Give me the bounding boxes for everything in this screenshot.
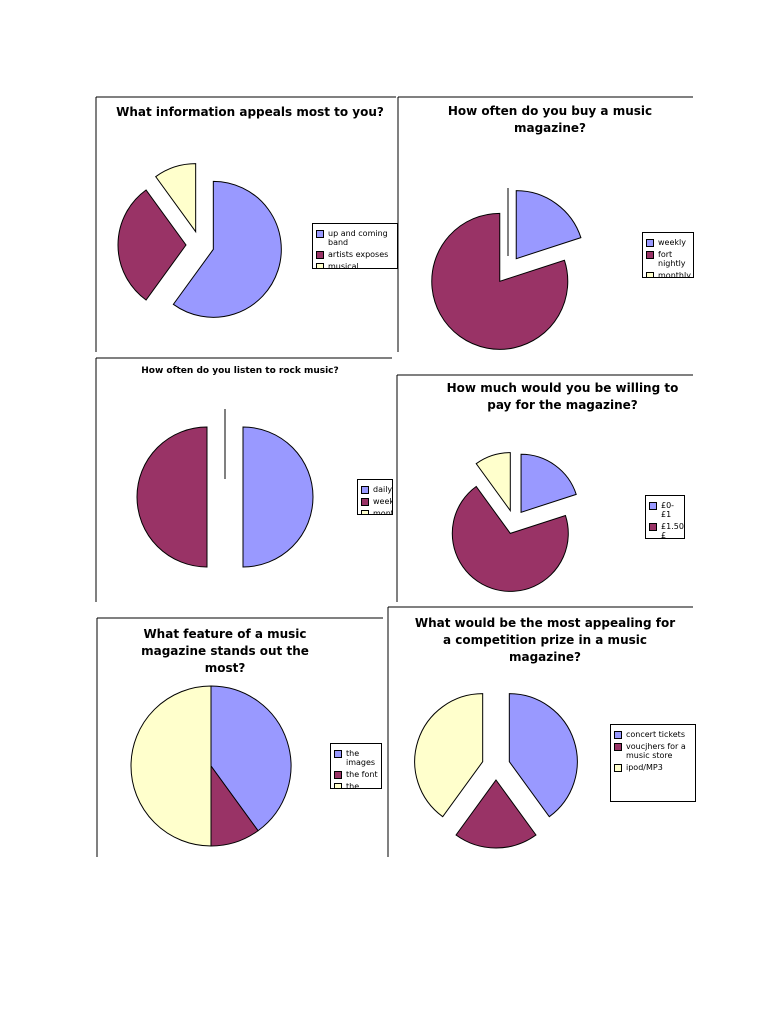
pie-slice xyxy=(242,426,314,568)
legend-label: daily xyxy=(373,485,393,494)
legend-swatch xyxy=(361,510,369,514)
pie-slice xyxy=(431,212,569,350)
legend-entry: weekly xyxy=(646,238,690,247)
pie-slice xyxy=(130,685,212,847)
chart-title: How often do you buy a music magazine? xyxy=(447,104,653,135)
pie-slice xyxy=(210,685,292,832)
legend-entry: monthly xyxy=(361,509,392,514)
legend-entry: voucjhers for a music store xyxy=(614,742,692,760)
legend-entry: £1.50-£ xyxy=(649,522,684,538)
pie-slice xyxy=(136,426,208,568)
legend-swatch xyxy=(316,230,324,238)
legend-entry: artists exposes xyxy=(316,250,394,259)
legend-label: voucjhers for a music store xyxy=(626,742,686,760)
legend-label: fort nightly xyxy=(658,250,686,268)
legend-label: up and coming band xyxy=(328,229,388,247)
legend: up and coming band artists exposes musical… xyxy=(312,223,398,269)
legend-entry: ipod/MP3 xyxy=(614,763,692,772)
legend-entry: fort nightly xyxy=(646,250,690,268)
legend-swatch xyxy=(614,764,622,772)
legend-entry: musical instruments xyxy=(316,262,394,269)
pie-slice xyxy=(117,189,187,301)
legend-label: weekly xyxy=(373,497,392,506)
legend-swatch xyxy=(649,523,657,531)
legend-swatch xyxy=(649,502,657,510)
legend-swatch xyxy=(334,750,342,758)
pie-slice xyxy=(508,693,578,818)
pie-slice xyxy=(155,163,197,234)
legend-label: the font xyxy=(346,770,378,779)
legend-entry: weekly xyxy=(361,497,392,506)
pie-slice xyxy=(515,190,582,260)
legend-swatch xyxy=(361,486,369,494)
legend-label: concert tickets xyxy=(626,730,685,739)
pie-slice xyxy=(451,485,569,592)
legend-entry: the images xyxy=(334,749,378,767)
legend-swatch xyxy=(334,771,342,779)
legend-swatch xyxy=(614,743,622,751)
legend: weekly fort nightly monthly xyxy=(642,232,694,278)
pie-slice xyxy=(172,180,282,318)
pie-slice xyxy=(455,779,537,849)
legend-entry: the colour xyxy=(334,782,378,789)
chart-title: How often do you listen to rock music? xyxy=(141,366,339,376)
legend-label: £0-£1 xyxy=(661,501,675,519)
legend-swatch xyxy=(646,251,654,259)
legend-label: the colour xyxy=(346,782,360,789)
legend-label: weekly xyxy=(658,238,686,247)
legend-swatch xyxy=(646,272,654,277)
pie-slice xyxy=(475,452,511,513)
legend-swatch xyxy=(334,783,342,788)
chart-title: How much would you be willing to pay for… xyxy=(446,381,679,412)
legend-label: artists exposes xyxy=(328,250,389,259)
legend-swatch xyxy=(316,251,324,259)
pie-slice xyxy=(520,453,577,513)
legend-label: £1.50-£ xyxy=(661,522,685,539)
legend-swatch xyxy=(316,263,324,268)
chart-title: What feature of a music magazine stands … xyxy=(141,627,309,675)
legend-entry: daily xyxy=(361,485,393,494)
legend-label: the images xyxy=(346,749,376,767)
legend-label: monthly xyxy=(373,509,392,515)
legend-entry: £0-£1 xyxy=(649,501,681,519)
legend: £0-£1£1.50-££2+ xyxy=(645,495,685,539)
legend-entry: monthly xyxy=(646,271,691,278)
legend-entry: concert tickets xyxy=(614,730,692,739)
legend-label: monthly xyxy=(658,271,691,278)
legend-swatch xyxy=(361,498,369,506)
pie-slice xyxy=(414,693,484,818)
legend-label: musical instruments xyxy=(328,262,359,269)
legend-entry: the font xyxy=(334,770,378,779)
legend-swatch xyxy=(614,731,622,739)
legend-entry: up and coming band xyxy=(316,229,394,247)
legend-label: ipod/MP3 xyxy=(626,763,663,772)
chart-title: What would be the most appealing for a c… xyxy=(414,616,676,664)
legend: concert tickets voucjhers for a music sto… xyxy=(610,724,696,802)
chart-title: What information appeals most to you? xyxy=(116,105,384,119)
legend-swatch xyxy=(646,239,654,247)
legend: the images the font the colour xyxy=(330,743,382,789)
legend: daily weekly monthly xyxy=(357,479,393,515)
